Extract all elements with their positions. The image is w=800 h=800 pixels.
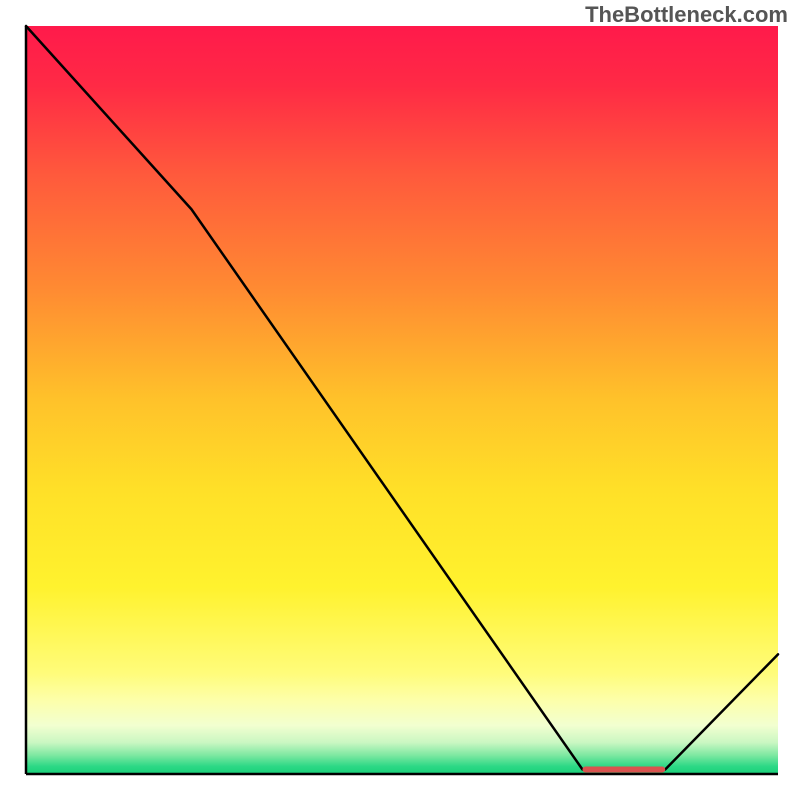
- watermark-text: TheBottleneck.com: [585, 2, 788, 28]
- bottom-marker: [582, 767, 665, 773]
- chart-background: [26, 26, 778, 774]
- bottleneck-chart: [0, 0, 800, 800]
